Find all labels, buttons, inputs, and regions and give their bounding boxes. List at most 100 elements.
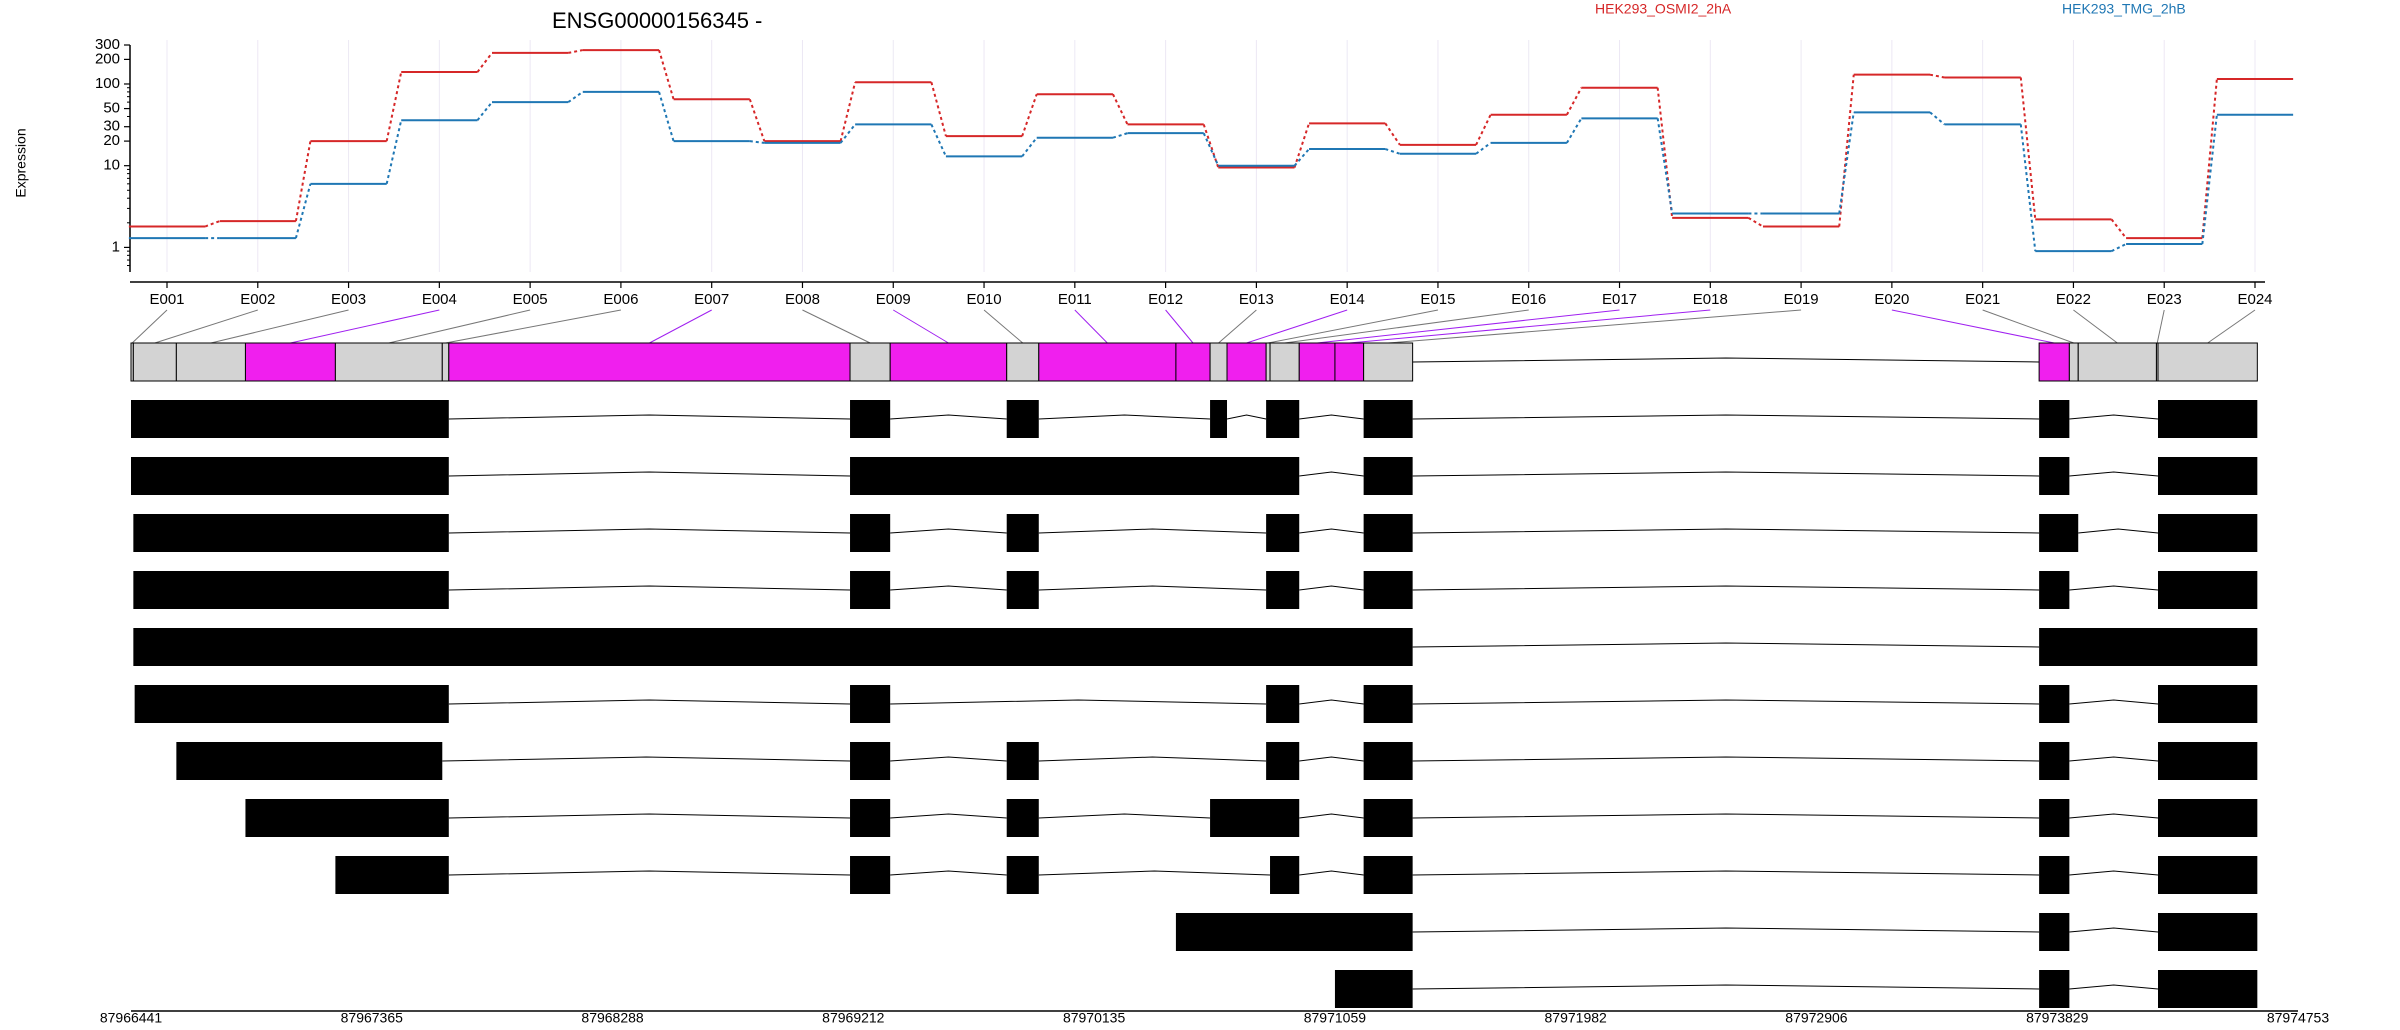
transcript-6-exon: [1363, 685, 1413, 723]
series-1-connector: [930, 81, 947, 137]
x-tick-label: E002: [240, 291, 275, 308]
exon-bin-E006: [441, 342, 450, 382]
gene-intron-line: [1412, 357, 2040, 363]
x-tick-label: E003: [331, 291, 366, 308]
series-2-connector: [1929, 111, 1946, 126]
transcript-7-exon: [2039, 742, 2070, 780]
series-1-connector: [1384, 122, 1401, 146]
y-tick-label: 30: [103, 118, 120, 135]
transcript-10-exon: [1175, 913, 1413, 951]
transcript-7-intron: [1299, 756, 1364, 762]
transcript-6-exon: [1266, 685, 1300, 723]
transcript-1-exon: [1210, 400, 1228, 438]
transcript-8-exon: [2158, 799, 2258, 837]
series-2-connector: [567, 91, 584, 103]
exon-connector: [1246, 309, 1348, 344]
transcript-3-exon: [133, 514, 449, 552]
transcript-2-intron: [448, 471, 851, 477]
transcript-11-exon: [2158, 970, 2258, 1008]
y-tick-label: 200: [95, 50, 120, 67]
series-1-connector: [1475, 114, 1492, 146]
coord-tick-label: 87973829: [2026, 1010, 2089, 1026]
x-tick-label: E024: [2237, 291, 2272, 308]
x-tick-label: E008: [785, 291, 820, 308]
series-1-connector: [1929, 73, 1945, 79]
exon-connector: [154, 309, 258, 344]
exon-connector: [802, 309, 871, 344]
transcript-6-intron: [1412, 699, 2040, 705]
transcript-9-intron: [2069, 870, 2159, 876]
transcript-6-exon: [2158, 685, 2258, 723]
transcript-7-intron: [1412, 756, 2040, 762]
transcript-1-intron: [1226, 414, 1267, 420]
transcript-6-intron: [1299, 699, 1364, 705]
transcript-7-exon: [1266, 742, 1300, 780]
transcript-4-exon: [2039, 571, 2070, 609]
series-2-connector: [1475, 142, 1492, 155]
exon-connector: [2156, 309, 2165, 344]
exon-connector: [649, 309, 712, 344]
transcript-9-exon: [850, 856, 891, 894]
transcript-1-intron: [1038, 414, 1211, 420]
transcript-1-intron: [2069, 414, 2159, 420]
transcript-4-exon: [1363, 571, 1413, 609]
exon-bin-E004: [244, 342, 336, 382]
transcript-8-intron: [448, 813, 851, 819]
coord-tick-label: 87966441: [100, 1010, 163, 1026]
transcript-9-exon: [2039, 856, 2070, 894]
series-2-connector: [749, 140, 765, 144]
series-1-connector: [1838, 74, 1855, 227]
transcript-9-exon: [2158, 856, 2258, 894]
exon-connector: [1891, 309, 2055, 344]
transcript-6-exon: [2039, 685, 2070, 723]
series-2-connector: [476, 101, 493, 121]
y-tick-label: 100: [95, 75, 120, 92]
x-tick-label: E018: [1693, 291, 1728, 308]
transcript-2-exon: [1363, 457, 1413, 495]
series-2-connector: [1021, 137, 1038, 157]
series-lines: [128, 49, 2294, 253]
transcript-tracks: [131, 400, 2258, 1008]
transcript-10-exon: [2158, 913, 2258, 951]
x-tick-label: E020: [1874, 291, 1909, 308]
transcript-7-exon: [1006, 742, 1039, 780]
x-tick-label: E009: [876, 291, 911, 308]
transcript-4-intron: [448, 585, 851, 591]
exon-bin-E020: [2038, 342, 2070, 382]
transcript-1-intron: [448, 414, 851, 420]
exon-bin-E018: [1334, 342, 1365, 382]
coord-tick-label: 87967365: [341, 1010, 404, 1026]
exon-bin-E005: [334, 342, 443, 382]
exon-connector: [1317, 309, 1620, 344]
exon-connector: [2073, 309, 2118, 344]
series-2-connector: [1112, 132, 1128, 139]
series-1-connector: [2201, 78, 2218, 239]
exon-connector: [1388, 309, 1802, 344]
exon-bin-E008: [849, 342, 891, 382]
transcript-4-intron: [2069, 585, 2159, 591]
exon-bin-E007: [448, 342, 851, 382]
exon-bin-E003: [175, 342, 246, 382]
transcript-8-exon: [245, 799, 449, 837]
series-1-connector: [476, 52, 493, 73]
plot-gridlines: [166, 40, 2256, 272]
exon-bin-E022: [2077, 342, 2157, 382]
coord-tick-label: 87969212: [822, 1010, 885, 1026]
exon-bin-E013: [1209, 342, 1228, 382]
transcript-4-intron: [1038, 585, 1267, 591]
exon-connector: [1982, 309, 2074, 344]
transcript-5-intron: [1412, 642, 2040, 648]
exon-connector: [1074, 309, 1108, 344]
transcript-8-intron: [2069, 813, 2159, 819]
transcript-7-exon: [2158, 742, 2258, 780]
transcript-3-intron: [448, 528, 851, 534]
transcript-4-exon: [1006, 571, 1039, 609]
x-tick-label: E017: [1602, 291, 1637, 308]
exon-connector: [290, 309, 440, 344]
coord-tick-label: 87972906: [1785, 1010, 1848, 1026]
transcript-3-intron: [1299, 528, 1364, 534]
legend-entry-series-2: HEK293_TMG_2hB: [2062, 1, 2186, 17]
x-tick-label: E015: [1420, 291, 1455, 308]
legend-entry-series-1: HEK293_OSMI2_2hA: [1595, 1, 1732, 17]
